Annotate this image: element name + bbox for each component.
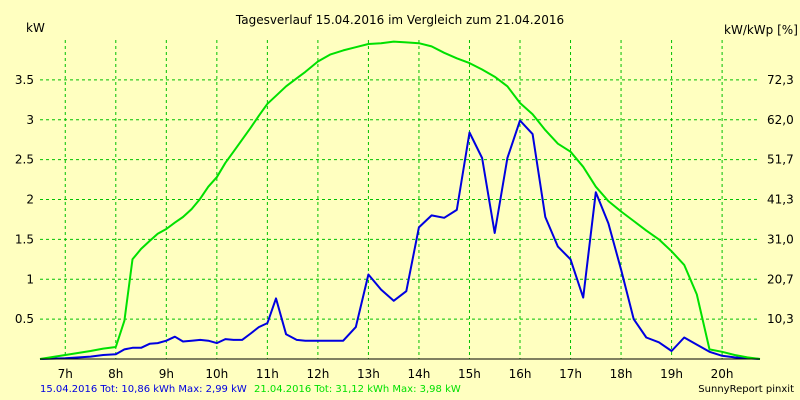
x-tick-label: 12h xyxy=(306,367,329,381)
series-line-2 xyxy=(39,40,761,360)
y-axis-left-label: kW xyxy=(26,21,45,35)
x-tick-label: 18h xyxy=(610,367,633,381)
legend-series-1-text: 15.04.2016 Tot: 10,86 kWh Max: 2,99 kW xyxy=(40,384,247,395)
x-tick-label: 14h xyxy=(408,367,431,381)
x-tick-label: 8h xyxy=(108,367,123,381)
legend-series-2-text: 21.04.2016 Tot: 31,12 kWh Max: 3,98 kW xyxy=(254,384,461,395)
y-tick-label-left: 3 xyxy=(26,113,34,127)
credit-text: SunnyReport pinxit xyxy=(698,384,794,395)
y-tick-label-right: 62,0 xyxy=(767,113,794,127)
series-line-1 xyxy=(39,119,761,360)
series-group xyxy=(39,40,761,360)
y-tick-label-right: 31,0 xyxy=(767,232,794,246)
y-tick-label-right: 41,3 xyxy=(767,193,794,207)
x-tick-label: 15h xyxy=(458,367,481,381)
x-tick-label: 7h xyxy=(58,367,73,381)
y-tick-label-left: 2.5 xyxy=(15,153,34,167)
y-tick-label-right: 51,7 xyxy=(767,153,794,167)
y-axis-right-label: kW/kWp [%] xyxy=(724,23,798,37)
chart-title: Tagesverlauf 15.04.2016 im Vergleich zum… xyxy=(235,13,564,27)
x-tick-label: 11h xyxy=(256,367,279,381)
x-axis-ticks: 7h 8h 9h 10h 11h 12h 13h 14h 15h 16h 17h 18h 19h 20h xyxy=(58,367,734,381)
x-tick-label: 19h xyxy=(660,367,683,381)
y-tick-label-left: 0.5 xyxy=(15,312,34,326)
y-axis-left-ticks: 0.5 1 1.5 2 2.5 3 3.5 xyxy=(15,73,34,326)
y-tick-label-right: 20,7 xyxy=(767,272,794,286)
x-tick-label: 13h xyxy=(357,367,380,381)
y-tick-label-right: 72,3 xyxy=(767,73,794,87)
grid xyxy=(40,40,760,359)
x-tick-label: 17h xyxy=(559,367,582,381)
x-tick-label: 16h xyxy=(509,367,532,381)
y-tick-label-left: 1 xyxy=(26,272,34,286)
y-tick-label-left: 1.5 xyxy=(15,232,34,246)
y-axis-right-ticks: 10,3 20,7 31,0 41,3 51,7 62,0 72,3 xyxy=(767,73,794,326)
x-tick-label: 20h xyxy=(711,367,734,381)
x-tick-label: 10h xyxy=(205,367,228,381)
y-tick-label-right: 10,3 xyxy=(767,312,794,326)
x-tick-label: 9h xyxy=(159,367,174,381)
legend-series-1: 15.04.2016 Tot: 10,86 kWh Max: 2,99 kW 2… xyxy=(40,384,461,395)
y-tick-label-left: 2 xyxy=(26,193,34,207)
y-tick-label-left: 3.5 xyxy=(15,73,34,87)
